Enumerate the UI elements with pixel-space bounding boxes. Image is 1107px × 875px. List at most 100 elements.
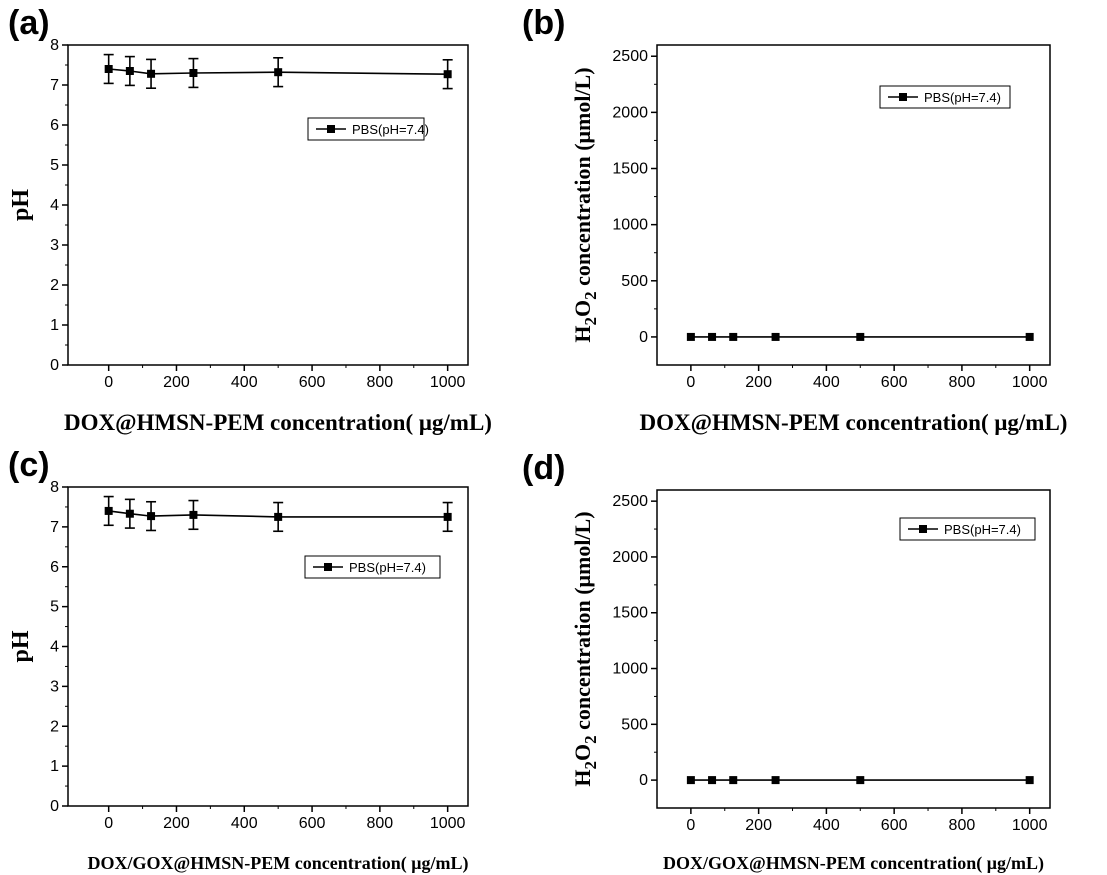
y-tick-label: 3 bbox=[50, 678, 59, 695]
y-tick-label: 0 bbox=[639, 329, 648, 346]
y-tick-label: 7 bbox=[50, 77, 59, 94]
ylabel-text: H bbox=[570, 325, 595, 342]
ylabel-subscript: 2 bbox=[581, 317, 600, 326]
x-tick-label: 1000 bbox=[1012, 817, 1048, 834]
y-tick-label: 5 bbox=[50, 157, 59, 174]
x-tick-label: 1000 bbox=[430, 815, 466, 832]
y-axis-label: H2O2 concentration (μmol/L) bbox=[570, 67, 600, 342]
y-axis-label: pH bbox=[8, 630, 34, 662]
y-tick-label: 500 bbox=[621, 716, 648, 733]
ylabel-text: O bbox=[570, 744, 595, 761]
plot-frame bbox=[656, 44, 1051, 366]
legend-label: PBS(pH=7.4) bbox=[352, 122, 429, 137]
y-tick-label: 8 bbox=[50, 479, 59, 496]
panel-label: (b) bbox=[522, 4, 565, 42]
data-point bbox=[147, 69, 156, 78]
legend-label: PBS(pH=7.4) bbox=[924, 90, 1001, 105]
x-axis-label: DOX/GOX@HMSN-PEM concentration( μg/mL) bbox=[663, 853, 1044, 874]
x-tick-label: 400 bbox=[813, 817, 840, 834]
chart-panel-c: (c) 0 1 2 3 4 5 6 7 8 0 200 400 600 800 1000 DOX/GOX@HMS… bbox=[8, 446, 469, 874]
y-tick-label: 5 bbox=[50, 599, 59, 616]
x-tick-label: 400 bbox=[231, 815, 258, 832]
x-tick-label: 200 bbox=[745, 374, 772, 391]
x-tick-label: 0 bbox=[104, 815, 113, 832]
y-tick-label: 1500 bbox=[612, 161, 648, 178]
x-tick-label: 800 bbox=[949, 817, 976, 834]
legend-marker bbox=[324, 563, 332, 571]
panel-label: (c) bbox=[8, 446, 50, 484]
legend-marker bbox=[327, 125, 335, 133]
legend-marker bbox=[919, 525, 927, 533]
data-point bbox=[686, 776, 695, 785]
data-point bbox=[856, 332, 865, 341]
x-tick-label: 600 bbox=[881, 817, 908, 834]
x-axis-label: DOX@HMSN-PEM concentration( μg/mL) bbox=[64, 410, 492, 436]
plot-frame bbox=[67, 44, 469, 366]
y-tick-label: 0 bbox=[50, 357, 59, 374]
x-tick-label: 600 bbox=[299, 815, 326, 832]
data-point bbox=[1025, 332, 1034, 341]
y-axis-label: H2O2 concentration (μmol/L) bbox=[570, 511, 600, 786]
y-tick-label: 2500 bbox=[612, 48, 648, 65]
data-point bbox=[856, 776, 865, 785]
legend-box bbox=[307, 117, 425, 141]
ylabel-text: concentration (μmol/L) bbox=[570, 67, 595, 291]
x-tick-label: 1000 bbox=[1012, 374, 1048, 391]
y-tick-label: 1500 bbox=[612, 605, 648, 622]
data-point bbox=[708, 332, 717, 341]
legend-box bbox=[879, 85, 1011, 109]
plot-frame bbox=[656, 489, 1051, 809]
y-tick-label: 3 bbox=[50, 237, 59, 254]
ylabel-text: O bbox=[570, 300, 595, 317]
x-tick-label: 0 bbox=[686, 817, 695, 834]
data-point bbox=[729, 776, 738, 785]
y-tick-label: 6 bbox=[50, 117, 59, 134]
data-point bbox=[147, 512, 156, 521]
y-tick-label: 500 bbox=[621, 273, 648, 290]
data-point bbox=[125, 67, 134, 75]
y-tick-label: 0 bbox=[639, 772, 648, 789]
ylabel-subscript: 2 bbox=[581, 291, 600, 300]
data-point bbox=[189, 69, 198, 77]
ylabel-subscript: 2 bbox=[581, 761, 600, 770]
data-point bbox=[1025, 776, 1034, 785]
chart-panel-a: (a) 0 1 2 3 4 5 6 7 8 0 200 400 600 800 1000 DOX@HMSN-PE… bbox=[8, 4, 492, 436]
data-point bbox=[104, 506, 113, 515]
y-axis-label: pH bbox=[8, 189, 34, 221]
legend-box bbox=[304, 555, 441, 579]
x-tick-label: 200 bbox=[163, 374, 190, 391]
y-tick-label: 2000 bbox=[612, 549, 648, 566]
data-point bbox=[708, 776, 717, 785]
panel-label: (d) bbox=[522, 449, 565, 487]
data-point bbox=[443, 70, 452, 79]
x-axis-label: DOX/GOX@HMSN-PEM concentration( μg/mL) bbox=[88, 853, 469, 874]
data-point bbox=[274, 68, 283, 77]
x-tick-label: 400 bbox=[231, 374, 258, 391]
ylabel-subscript: 2 bbox=[581, 735, 600, 744]
x-tick-label: 400 bbox=[813, 374, 840, 391]
x-axis-label: DOX@HMSN-PEM concentration( μg/mL) bbox=[640, 410, 1068, 436]
x-tick-label: 0 bbox=[686, 374, 695, 391]
y-tick-label: 1000 bbox=[612, 661, 648, 678]
data-point bbox=[443, 512, 452, 521]
y-tick-label: 2500 bbox=[612, 493, 648, 510]
ylabel-text: H bbox=[570, 769, 595, 786]
legend-label: PBS(pH=7.4) bbox=[349, 560, 426, 575]
x-tick-label: 600 bbox=[881, 374, 908, 391]
y-tick-label: 4 bbox=[50, 197, 59, 214]
y-tick-label: 1 bbox=[50, 758, 59, 775]
chart-panel-d: (d) 0 500 1000 1500 2000 2500 0 200 400 600 800 1000… bbox=[522, 449, 1051, 874]
y-tick-label: 0 bbox=[50, 798, 59, 815]
x-tick-label: 200 bbox=[745, 817, 772, 834]
x-tick-label: 200 bbox=[163, 815, 190, 832]
data-point bbox=[274, 512, 283, 521]
data-point bbox=[771, 332, 780, 341]
plot-frame bbox=[67, 486, 469, 807]
panel-label: (a) bbox=[8, 4, 50, 42]
legend-marker bbox=[899, 93, 907, 101]
y-tick-label: 2 bbox=[50, 718, 59, 735]
x-tick-label: 1000 bbox=[430, 374, 466, 391]
y-tick-label: 2000 bbox=[612, 104, 648, 121]
x-tick-label: 0 bbox=[104, 374, 113, 391]
